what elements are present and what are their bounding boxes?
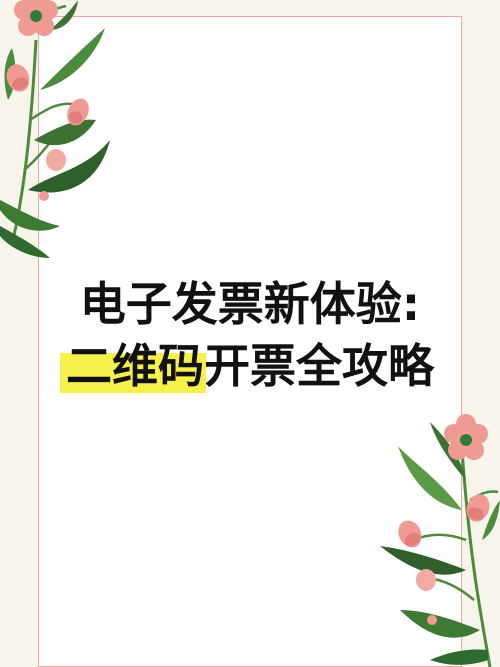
highlight-marker [60, 353, 206, 393]
floral-branch-icon [0, 0, 110, 258]
content-card [38, 16, 462, 667]
title-highlight-text: 二维码 [66, 339, 204, 393]
title-highlight: 二维码 [60, 343, 206, 393]
title-line-1: 电子发票新体验: [79, 277, 421, 331]
title-line-2-rest: 开票全攻略 [204, 339, 434, 393]
title-line-2: 二维码 开票全攻略 [0, 343, 500, 393]
floral-branch-icon [380, 414, 500, 667]
